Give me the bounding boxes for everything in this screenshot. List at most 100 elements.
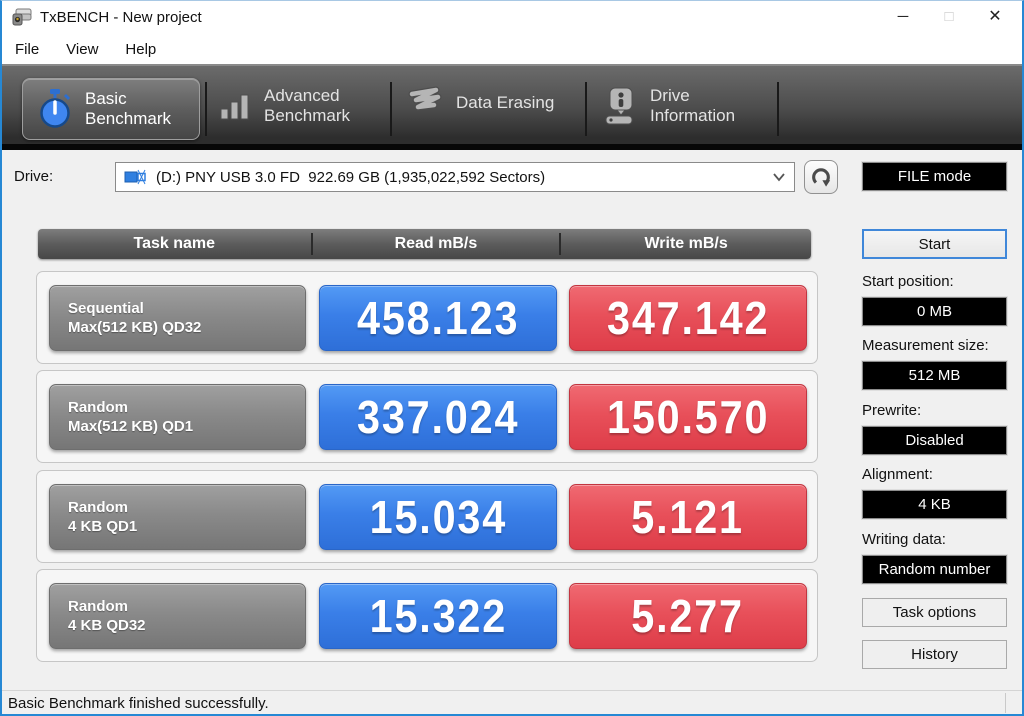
tab-label-line1: Drive [650, 86, 690, 105]
write-value: 5.277 [631, 590, 745, 642]
tab-drive-information[interactable]: Drive Information [604, 86, 735, 126]
read-value-box: 15.034 [319, 484, 557, 550]
close-button[interactable]: ✕ [988, 8, 1002, 25]
refresh-drives-button[interactable] [804, 160, 838, 194]
tab-separator [777, 82, 779, 136]
read-value-box: 337.024 [319, 384, 557, 450]
tab-label-line2: Benchmark [264, 106, 350, 125]
tab-label-line1: Basic [85, 89, 127, 108]
task-name-line2: 4 KB QD1 [68, 518, 138, 535]
alignment-label: Alignment: [862, 466, 933, 483]
drive-select-dropdown[interactable]: (D:) PNY USB 3.0 FD 922.69 GB (1,935,022… [115, 162, 795, 192]
start-position-value[interactable]: 0 MB [862, 297, 1007, 326]
chevron-down-icon [773, 173, 785, 182]
start-position-text: 0 MB [916, 303, 952, 320]
drive-info-icon [605, 87, 633, 125]
read-value-box: 15.322 [319, 583, 557, 649]
bar-chart-icon [220, 94, 249, 120]
tab-data-erasing[interactable]: Data Erasing [408, 86, 554, 120]
scribble-eraser-icon [408, 86, 442, 111]
measurement-size-label: Measurement size: [862, 337, 989, 354]
benchmark-row-random-4kb-qd1: Random 4 KB QD1 15.034 5.121 [36, 470, 818, 563]
write-value-box: 347.142 [569, 285, 807, 351]
tab-advanced-benchmark[interactable]: Advanced Benchmark [218, 86, 350, 126]
read-value: 337.024 [356, 391, 520, 443]
start-button[interactable]: Start [862, 229, 1007, 259]
benchmark-row-sequential-qd32: Sequential Max(512 KB) QD32 458.123 347.… [36, 271, 818, 364]
tab-separator [585, 82, 587, 136]
header-write: Write mB/s [644, 235, 728, 252]
writing-data-label: Writing data: [862, 531, 946, 548]
measurement-size-value[interactable]: 512 MB [862, 361, 1007, 390]
refresh-icon [812, 168, 831, 187]
benchmark-row-random-4kb-qd32: Random 4 KB QD32 15.322 5.277 [36, 569, 818, 662]
file-mode-label: FILE mode [897, 168, 972, 185]
write-value-box: 5.277 [569, 583, 807, 649]
task-name-line2: Max(512 KB) QD1 [68, 418, 194, 435]
drive-label: Drive: [14, 168, 54, 185]
write-value-box: 150.570 [569, 384, 807, 450]
tab-label-line2: Information [650, 106, 736, 125]
maximize-button[interactable]: □ [944, 7, 954, 25]
alignment-value[interactable]: 4 KB [862, 490, 1007, 519]
start-position-label: Start position: [862, 273, 954, 290]
prewrite-value[interactable]: Disabled [862, 426, 1007, 455]
usb-drive-icon [124, 169, 146, 185]
task-name-line1: Random [68, 399, 128, 416]
file-mode-button[interactable]: FILE mode [862, 162, 1007, 191]
header-read: Read mB/s [394, 235, 478, 252]
results-table-header: Task name Read mB/s Write mB/s [38, 229, 811, 259]
tab-separator [390, 82, 392, 136]
title-bar: TxBENCH - New project ─ □ ✕ [0, 0, 1024, 34]
start-button-label: Start [918, 235, 951, 253]
measurement-size-text: 512 MB [908, 367, 961, 384]
stopwatch-icon [40, 89, 71, 128]
write-value: 150.570 [606, 391, 770, 443]
tab-basic-benchmark[interactable]: Basic Benchmark [22, 78, 200, 140]
read-value: 15.322 [369, 590, 507, 642]
write-value: 5.121 [631, 491, 745, 543]
tab-label-line1: Advanced [264, 86, 340, 105]
status-bar-grip [1005, 693, 1006, 713]
tab-label-line2: Benchmark [85, 109, 171, 128]
tab-label-line1: Data Erasing [456, 93, 555, 112]
status-bar: Basic Benchmark finished successfully. [0, 690, 1024, 716]
window-title: TxBENCH - New project [40, 8, 202, 26]
history-button[interactable]: History [862, 640, 1007, 669]
task-button[interactable]: Random 4 KB QD1 [49, 484, 306, 550]
window-controls: ─ □ ✕ [880, 0, 1018, 34]
task-name-line1: Sequential [68, 300, 144, 317]
benchmark-row-random-qd1: Random Max(512 KB) QD1 337.024 150.570 [36, 370, 818, 463]
writing-data-value[interactable]: Random number [862, 555, 1007, 584]
read-value-box: 458.123 [319, 285, 557, 351]
menu-file[interactable]: File [15, 40, 40, 58]
header-divider [310, 233, 313, 255]
task-options-button[interactable]: Task options [862, 598, 1007, 627]
alignment-text: 4 KB [918, 496, 951, 513]
read-value: 458.123 [356, 292, 520, 344]
tab-separator [205, 82, 207, 136]
header-divider [559, 233, 562, 255]
task-name-line2: 4 KB QD32 [68, 617, 146, 634]
menu-view[interactable]: View [66, 40, 99, 58]
tab-band: Basic Benchmark Advanced Benchmark Data … [0, 64, 1024, 150]
writing-data-text: Random number [878, 561, 991, 578]
read-value: 15.034 [369, 491, 507, 543]
app-icon [12, 8, 32, 26]
menu-bar: File View Help [0, 34, 1024, 64]
status-text: Basic Benchmark finished successfully. [8, 695, 269, 712]
task-button[interactable]: Random 4 KB QD32 [49, 583, 306, 649]
task-button[interactable]: Random Max(512 KB) QD1 [49, 384, 306, 450]
history-label: History [911, 646, 958, 663]
task-name-line1: Random [68, 598, 128, 615]
header-task-name: Task name [133, 235, 216, 252]
minimize-button[interactable]: ─ [897, 7, 909, 25]
write-value-box: 5.121 [569, 484, 807, 550]
prewrite-label: Prewrite: [862, 402, 922, 419]
menu-help[interactable]: Help [125, 40, 157, 58]
prewrite-text: Disabled [905, 432, 964, 449]
task-button[interactable]: Sequential Max(512 KB) QD32 [49, 285, 306, 351]
task-options-label: Task options [892, 604, 977, 621]
drive-selected-value: (D:) PNY USB 3.0 FD 922.69 GB (1,935,022… [156, 168, 546, 186]
